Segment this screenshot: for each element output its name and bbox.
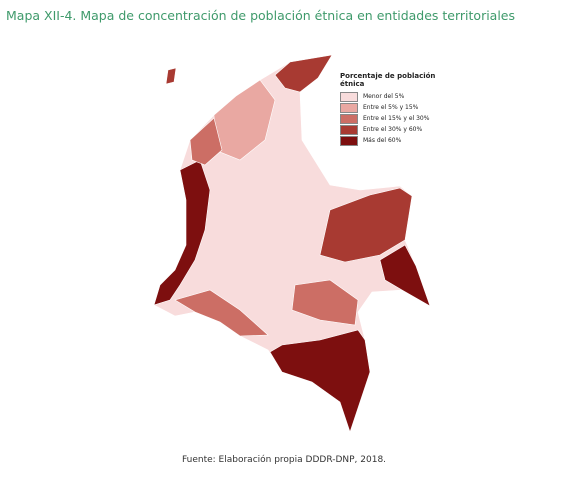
source-note: Fuente: Elaboración propia DDDR-DNP, 201… [181,455,387,465]
legend-label: Entre el 30% y 60% [363,126,423,133]
legend-items: Menor del 5% Entre el 5% y 15% Entre el 15… [340,91,440,146]
legend-label: Entre el 5% y 15% [363,104,419,111]
legend-title: Porcentaje de población étnica [340,72,436,88]
legend-item: Entre el 5% y 15% [340,102,440,113]
legend: Porcentaje de población étnica Menor del… [340,72,440,146]
island [165,67,177,85]
legend-label: Menor del 5% [363,93,405,100]
legend-swatch [340,102,358,113]
legend-swatch [340,124,358,135]
legend-label: Más del 60% [363,137,402,144]
territories [153,54,431,433]
guajira [274,54,333,93]
amazonas [269,329,371,433]
east [319,187,413,263]
southwest [174,289,269,337]
legend-label: Entre el 15% y el 30% [363,115,430,122]
pacific-coast [153,159,211,306]
legend-item: Entre el 30% y 60% [340,124,440,135]
legend-swatch [340,91,358,102]
vaupes [291,279,359,326]
legend-swatch [340,113,358,124]
map-title: Mapa XII-4. Mapa de concentración de pob… [6,8,516,23]
legend-item: Más del 60% [340,135,440,146]
northeast-tip [379,244,431,307]
legend-swatch [340,135,358,146]
legend-item: Menor del 5% [340,91,440,102]
cordoba [189,117,223,166]
legend-item: Entre el 15% y el 30% [340,113,440,124]
